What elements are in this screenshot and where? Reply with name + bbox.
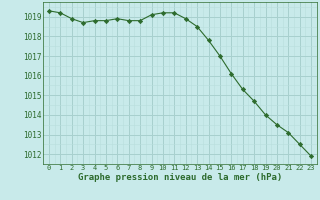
X-axis label: Graphe pression niveau de la mer (hPa): Graphe pression niveau de la mer (hPa) (78, 173, 282, 182)
